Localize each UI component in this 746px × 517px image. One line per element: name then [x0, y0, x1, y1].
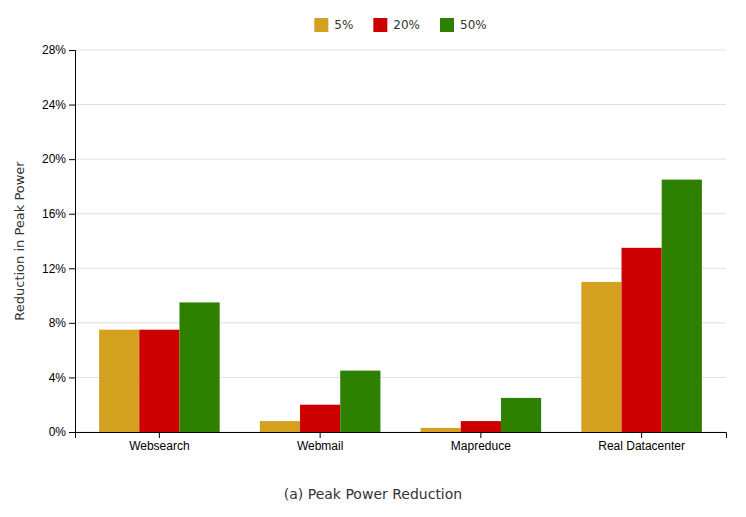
bar-series: [139, 248, 661, 432]
y-axis: 0% 4% 8% 12% 16% 20% 24% 28%: [42, 43, 76, 439]
bar-series: [179, 180, 701, 432]
x-axis-line: [76, 433, 727, 439]
chart-svg: Websearch Webmail Mapreduce Real Datacenter…: [0, 0, 746, 517]
legend-label: 50%: [460, 18, 487, 32]
y-tick-mark: [69, 323, 75, 324]
y-axis-label: Reduction in Peak Power: [12, 161, 27, 321]
y-tick-mark: [69, 214, 75, 215]
legend-swatch: [373, 18, 387, 32]
x-tick: Webmail: [297, 432, 343, 453]
grid-line: [75, 104, 726, 105]
legend-item: 20%: [373, 18, 420, 33]
x-axis: Websearch Webmail Mapreduce Real Datacenter: [76, 432, 727, 453]
legend-item: 50%: [440, 18, 487, 33]
y-tick: 16%: [42, 207, 75, 221]
bar: [260, 421, 300, 432]
bar: [300, 405, 340, 432]
x-tick-label: Real Datacenter: [598, 439, 685, 453]
y-tick-label: 20%: [42, 152, 66, 166]
legend-swatch: [440, 18, 454, 32]
bar: [99, 330, 139, 432]
legend-item: 5%: [314, 18, 353, 33]
chart-container: Websearch Webmail Mapreduce Real Datacenter…: [0, 0, 746, 517]
bar: [421, 428, 461, 432]
bar: [662, 180, 702, 432]
y-tick: 8%: [49, 316, 75, 330]
x-tick-mark: [320, 432, 321, 438]
y-tick-mark: [69, 268, 75, 269]
bar-series: [99, 282, 621, 432]
bar: [581, 282, 621, 432]
y-tick-label: 4%: [49, 371, 67, 385]
y-tick-label: 0%: [49, 425, 67, 439]
x-tick-label: Mapreduce: [451, 439, 511, 453]
y-tick: 24%: [42, 98, 75, 112]
bar: [179, 302, 219, 432]
legend-label: 5%: [334, 18, 353, 32]
y-tick: 28%: [42, 43, 75, 57]
bars: [99, 180, 702, 432]
plot-area: Websearch Webmail Mapreduce Real Datacenter…: [42, 43, 727, 452]
y-tick: 20%: [42, 152, 75, 166]
y-tick-label: 12%: [42, 262, 66, 276]
legend-swatch: [314, 18, 328, 32]
grid-line: [75, 50, 726, 51]
bar: [622, 248, 662, 432]
bar: [501, 398, 541, 432]
legend: 5% 20% 50%: [314, 18, 486, 33]
bar: [340, 371, 380, 432]
x-tick-label: Webmail: [297, 439, 343, 453]
y-tick: 12%: [42, 262, 75, 276]
y-tick-label: 24%: [42, 98, 66, 112]
x-tick: Websearch: [129, 432, 189, 453]
y-tick-mark: [69, 105, 75, 106]
grid: [75, 50, 726, 432]
bar: [461, 421, 501, 432]
grid-line: [75, 159, 726, 160]
y-tick: 0%: [49, 425, 75, 439]
chart-title: (a) Peak Power Reduction: [284, 486, 462, 502]
x-tick: Real Datacenter: [598, 432, 685, 453]
y-tick-label: 28%: [42, 43, 66, 57]
y-tick-mark: [69, 377, 75, 378]
y-tick-mark: [69, 432, 75, 433]
legend-label: 20%: [393, 18, 420, 32]
y-tick-mark: [69, 50, 75, 51]
x-tick-mark: [480, 432, 481, 438]
x-tick-mark: [641, 432, 642, 438]
x-tick-label: Websearch: [129, 439, 189, 453]
bar: [139, 330, 179, 432]
y-tick-label: 16%: [42, 207, 66, 221]
x-tick-mark: [159, 432, 160, 438]
grid-line: [75, 213, 726, 214]
x-tick: Mapreduce: [451, 432, 511, 453]
y-tick-label: 8%: [49, 316, 67, 330]
y-axis-line: [69, 51, 76, 433]
y-tick-mark: [69, 159, 75, 160]
y-tick: 4%: [49, 371, 75, 385]
